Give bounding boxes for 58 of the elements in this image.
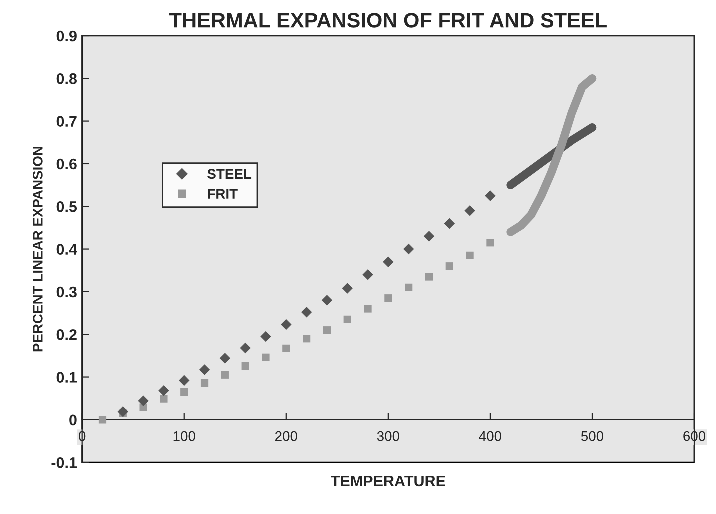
point xyxy=(282,344,290,352)
y-tick-label: 0.1 xyxy=(56,372,78,383)
point xyxy=(158,386,170,396)
point xyxy=(118,406,129,418)
x-tick-label: 100 xyxy=(174,431,196,442)
y-tick-label: 0 xyxy=(70,414,77,426)
point xyxy=(240,342,251,354)
y-tick-label: 0.9 xyxy=(56,30,77,42)
y-tick-label: 0.5 xyxy=(56,201,78,212)
point xyxy=(403,244,414,255)
point xyxy=(138,396,149,407)
y-tick-label: -0.1 xyxy=(52,457,78,468)
y-tick-label: 0.7 xyxy=(56,116,77,127)
y-axis-title: PERCENT LINEAR EXPANSION xyxy=(33,146,43,352)
point xyxy=(466,252,474,260)
point xyxy=(303,335,311,343)
legend-label: STEEL xyxy=(208,169,252,180)
point xyxy=(362,270,374,280)
legend-label: FRIT xyxy=(208,189,238,199)
point xyxy=(364,305,372,313)
x-axis-title: TEMPERATURE xyxy=(331,476,446,487)
point xyxy=(444,218,456,230)
chart-title: THERMAL EXPANSION OF FRIT AND STEEL xyxy=(170,13,607,28)
x-tick-label: 200 xyxy=(276,431,298,442)
point xyxy=(322,295,333,306)
x-tick-label: 300 xyxy=(377,431,400,442)
point xyxy=(221,371,229,379)
point xyxy=(262,354,270,362)
point xyxy=(242,362,250,370)
y-tick-label: 0.2 xyxy=(56,329,77,340)
point xyxy=(178,375,190,386)
y-tick-label: 0.8 xyxy=(56,74,78,84)
point xyxy=(98,416,107,424)
point xyxy=(281,319,292,330)
point xyxy=(424,231,435,242)
x-tick-label: 500 xyxy=(581,431,604,442)
y-tick-label: 0.6 xyxy=(56,158,77,170)
x-tick-label: 400 xyxy=(479,431,502,442)
point xyxy=(486,239,494,247)
point xyxy=(383,256,394,268)
point xyxy=(160,395,168,403)
point xyxy=(384,294,392,302)
point xyxy=(260,331,272,342)
point xyxy=(200,379,209,388)
point xyxy=(220,353,231,364)
point xyxy=(301,307,312,318)
point xyxy=(180,388,188,396)
y-tick-label: 0.3 xyxy=(56,286,77,298)
point xyxy=(342,283,353,294)
point xyxy=(446,262,454,270)
y-tick-label: 0.4 xyxy=(56,244,78,255)
point xyxy=(464,206,476,216)
point xyxy=(199,364,210,376)
point xyxy=(485,190,496,202)
point xyxy=(344,316,352,324)
point xyxy=(405,284,413,292)
point xyxy=(425,273,434,281)
point xyxy=(323,326,332,334)
